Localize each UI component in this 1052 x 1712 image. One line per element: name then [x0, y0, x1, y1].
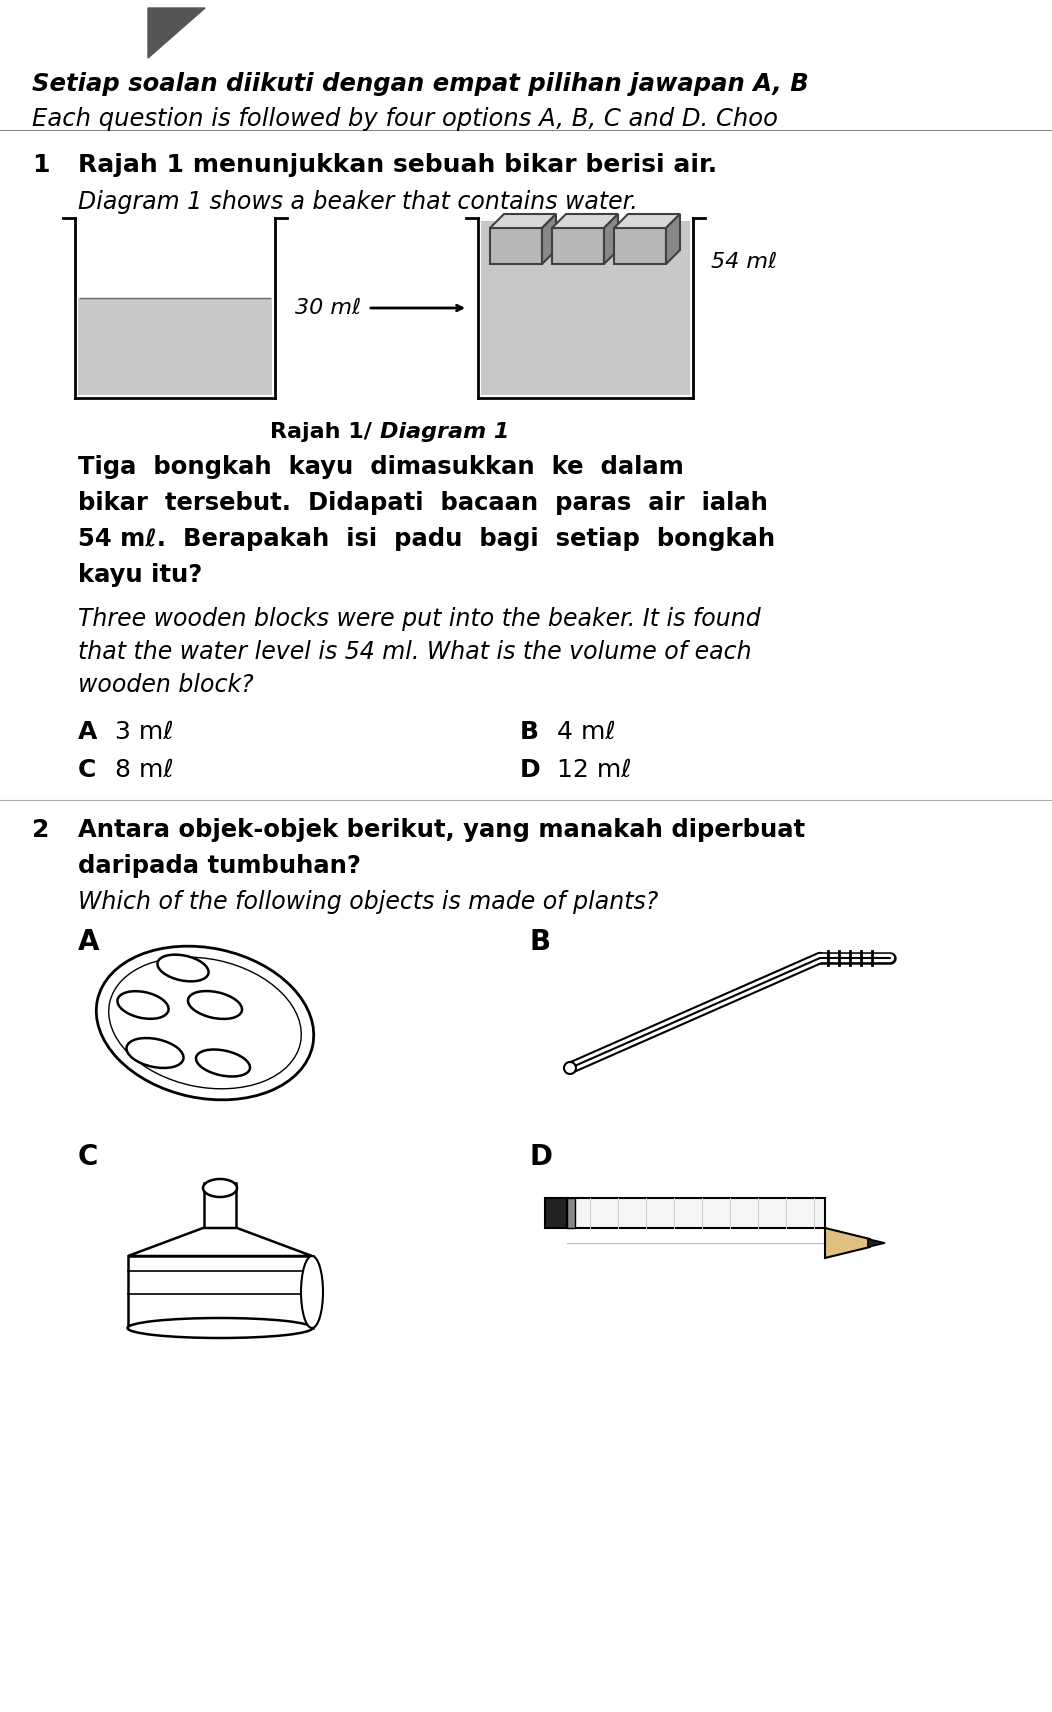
- Bar: [78, 298, 272, 395]
- Text: Rajah 1/: Rajah 1/: [270, 421, 380, 442]
- Polygon shape: [825, 1228, 870, 1258]
- Ellipse shape: [126, 1037, 183, 1068]
- Polygon shape: [542, 214, 557, 264]
- Polygon shape: [148, 9, 205, 58]
- Ellipse shape: [196, 1049, 250, 1077]
- Polygon shape: [552, 214, 618, 228]
- Text: B: B: [520, 721, 539, 745]
- Bar: [567, 1198, 575, 1228]
- Text: 4 mℓ: 4 mℓ: [557, 721, 615, 745]
- Text: 54 mℓ: 54 mℓ: [711, 252, 777, 272]
- Text: A: A: [78, 721, 98, 745]
- Polygon shape: [666, 214, 680, 264]
- Text: 12 mℓ: 12 mℓ: [557, 758, 631, 782]
- Polygon shape: [490, 214, 557, 228]
- Text: Rajah 1 menunjukkan sebuah bikar berisi air.: Rajah 1 menunjukkan sebuah bikar berisi …: [78, 152, 717, 176]
- Ellipse shape: [158, 955, 208, 981]
- Text: Each question is followed by four options A, B, C and D. Choo: Each question is followed by four option…: [32, 108, 778, 132]
- Bar: [614, 228, 666, 264]
- Ellipse shape: [97, 947, 313, 1099]
- Text: Tiga  bongkah  kayu  dimasukkan  ke  dalam: Tiga bongkah kayu dimasukkan ke dalam: [78, 455, 684, 479]
- Bar: [545, 1198, 567, 1228]
- Ellipse shape: [188, 991, 242, 1019]
- Ellipse shape: [564, 1061, 576, 1073]
- Text: 2: 2: [32, 818, 49, 842]
- Text: 54 mℓ.  Berapakah  isi  padu  bagi  setiap  bongkah: 54 mℓ. Berapakah isi padu bagi setiap bo…: [78, 527, 775, 551]
- Text: C: C: [78, 1144, 99, 1171]
- Text: daripada tumbuhan?: daripada tumbuhan?: [78, 854, 361, 878]
- Bar: [128, 1257, 313, 1329]
- Text: Three wooden blocks were put into the beaker. It is found: Three wooden blocks were put into the be…: [78, 608, 761, 632]
- Text: D: D: [530, 1144, 553, 1171]
- Bar: [567, 1198, 825, 1228]
- Text: A: A: [78, 928, 100, 955]
- Text: bikar  tersebut.  Didapati  bacaan  paras  air  ialah: bikar tersebut. Didapati bacaan paras ai…: [78, 491, 768, 515]
- Text: C: C: [78, 758, 97, 782]
- Text: B: B: [530, 928, 551, 955]
- Polygon shape: [614, 214, 680, 228]
- Polygon shape: [128, 1228, 312, 1257]
- Ellipse shape: [118, 991, 168, 1019]
- Bar: [490, 228, 542, 264]
- Polygon shape: [868, 1239, 885, 1246]
- Text: D: D: [520, 758, 541, 782]
- Text: Which of the following objects is made of plants?: Which of the following objects is made o…: [78, 890, 659, 914]
- Text: Diagram 1 shows a beaker that contains water.: Diagram 1 shows a beaker that contains w…: [78, 190, 638, 214]
- Text: kayu itu?: kayu itu?: [78, 563, 202, 587]
- Ellipse shape: [127, 1318, 312, 1339]
- Bar: [552, 228, 604, 264]
- Text: Setiap soalan diikuti dengan empat pilihan jawapan A, B: Setiap soalan diikuti dengan empat pilih…: [32, 72, 809, 96]
- Bar: [481, 221, 690, 395]
- Text: Diagram 1: Diagram 1: [380, 421, 509, 442]
- Ellipse shape: [301, 1257, 323, 1329]
- Text: 1: 1: [32, 152, 49, 176]
- Ellipse shape: [108, 957, 301, 1089]
- Text: wooden block?: wooden block?: [78, 673, 254, 697]
- Bar: [204, 1183, 236, 1228]
- Polygon shape: [604, 214, 618, 264]
- Text: Antara objek-objek berikut, yang manakah diperbuat: Antara objek-objek berikut, yang manakah…: [78, 818, 805, 842]
- Text: 8 mℓ: 8 mℓ: [115, 758, 174, 782]
- Text: 3 mℓ: 3 mℓ: [115, 721, 174, 745]
- Text: 30 mℓ: 30 mℓ: [295, 298, 361, 318]
- Text: that the water level is 54 ml. What is the volume of each: that the water level is 54 ml. What is t…: [78, 640, 751, 664]
- Ellipse shape: [203, 1180, 237, 1197]
